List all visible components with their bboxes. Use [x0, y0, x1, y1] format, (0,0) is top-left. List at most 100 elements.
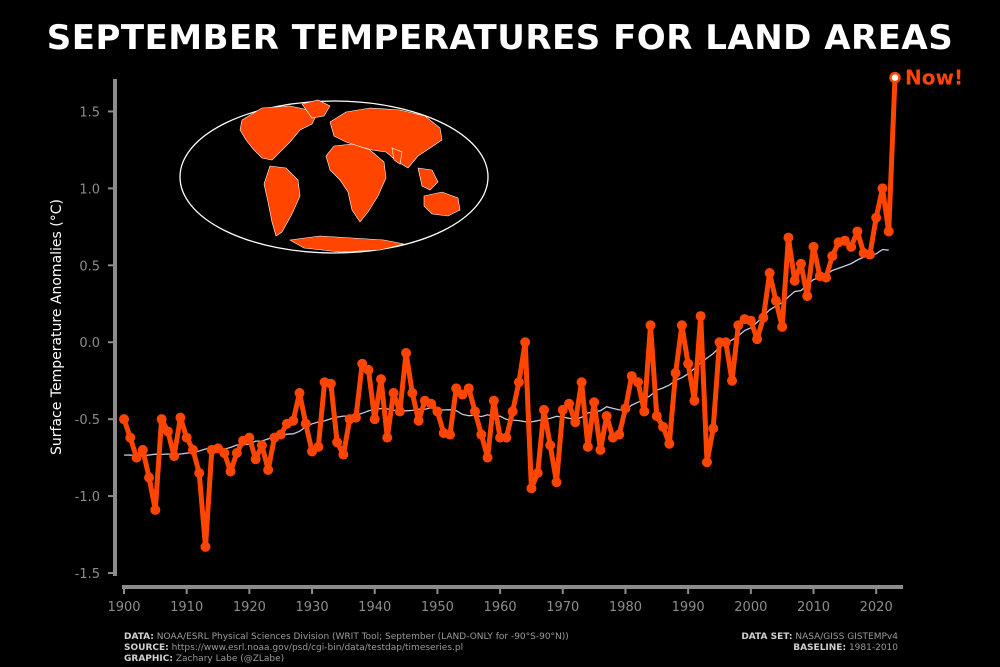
data-point [144, 472, 155, 483]
data-point [256, 440, 267, 451]
data-point [777, 321, 788, 332]
data-point [570, 417, 581, 428]
data-point [388, 388, 399, 398]
data-point [187, 444, 198, 455]
data-point [363, 364, 374, 375]
data-point [889, 71, 901, 84]
y-tick-label: 1.0 [79, 182, 100, 197]
data-point [595, 444, 606, 455]
data-point [288, 415, 299, 426]
data-point [181, 432, 192, 443]
y-tick-label: 0.0 [79, 336, 100, 351]
data-point [382, 432, 393, 443]
y-tick-label: 1.5 [79, 105, 100, 120]
graphic-label: GRAPHIC: [124, 654, 173, 664]
data-point [476, 429, 487, 440]
now-annotation: Now! [905, 66, 963, 90]
data-point [651, 411, 662, 422]
data-point [557, 404, 568, 415]
data-point [300, 418, 311, 429]
y-axis-label: Surface Temperature Anomalies (°C) [49, 199, 65, 455]
data-point [745, 315, 756, 326]
data-point [727, 375, 738, 386]
data-point [313, 441, 324, 452]
x-tick-label: 2020 [860, 600, 893, 615]
data-point [564, 398, 575, 409]
data-point [520, 337, 531, 348]
data-point [802, 291, 813, 302]
data-point [783, 232, 794, 243]
data-point [795, 258, 806, 269]
data-point [701, 457, 712, 468]
data-point [394, 406, 405, 417]
graphic-text: Zachary Labe (@ZLabe) [175, 654, 285, 664]
data-point [432, 406, 443, 417]
source-text: https://www.esrl.noaa.gov/psd/cgi-bin/da… [171, 643, 464, 653]
data-point [376, 374, 386, 385]
trend-line [123, 248, 889, 457]
data-point [407, 388, 418, 398]
data-point [482, 452, 493, 463]
data-point [864, 249, 875, 260]
data-point [451, 383, 462, 394]
x-tick-label: 1970 [546, 600, 579, 615]
data-point [294, 388, 305, 398]
data-point [401, 348, 412, 358]
data-point [275, 429, 286, 440]
y-tick-label: -1.0 [75, 490, 100, 505]
data-point [808, 241, 819, 252]
data-point [501, 432, 512, 443]
data-point [582, 441, 593, 452]
data-point [626, 371, 637, 382]
data-point [162, 426, 173, 437]
data-point [507, 406, 518, 417]
data-point [119, 414, 129, 425]
x-tick-label: 1910 [170, 600, 203, 615]
data-point [444, 429, 455, 440]
x-tick-label: 1930 [296, 600, 329, 615]
data-point [752, 334, 763, 345]
data-point [250, 454, 261, 465]
data-point [695, 311, 706, 322]
data-point [470, 406, 481, 417]
data-point [846, 241, 857, 252]
data-point [614, 429, 625, 440]
footer-dataset: DATA SET: NASA/GISS GISTEMPv4 BASELINE: … [741, 632, 898, 654]
data-point [369, 414, 380, 425]
series-line [121, 75, 898, 550]
data-point [670, 368, 681, 378]
x-tick-label: 1920 [233, 600, 266, 615]
data-point [658, 421, 669, 432]
data-point [225, 466, 236, 477]
data-point [426, 398, 437, 409]
source-label: SOURCE: [124, 643, 169, 653]
data-point [413, 415, 424, 426]
data-point [708, 423, 719, 434]
data-point [325, 378, 336, 389]
data-point [125, 432, 136, 443]
data-point [545, 440, 556, 451]
chart-title: SEPTEMBER TEMPERATURES FOR LAND AREAS [46, 18, 954, 58]
data-point [689, 395, 700, 406]
data-point [263, 464, 274, 475]
data-point [720, 337, 731, 348]
data-point [551, 477, 562, 488]
data-point [357, 358, 368, 369]
x-tick-label: 2000 [734, 600, 767, 615]
data-point [789, 275, 800, 286]
data-point [137, 444, 148, 455]
data-text: NOAA/ESRL Physical Sciences Division (WR… [156, 632, 569, 642]
data-point [338, 449, 349, 460]
data-point [883, 226, 894, 237]
data-point [200, 541, 211, 552]
data-point [244, 432, 255, 443]
data-point [645, 320, 656, 331]
data-point [601, 411, 612, 422]
dataset-text: NASA/GISS GISTEMPv4 [795, 632, 898, 642]
data-point [350, 412, 361, 423]
data-point [633, 377, 643, 388]
data-point [457, 389, 468, 400]
data-point [513, 377, 524, 388]
data-point [488, 395, 499, 406]
